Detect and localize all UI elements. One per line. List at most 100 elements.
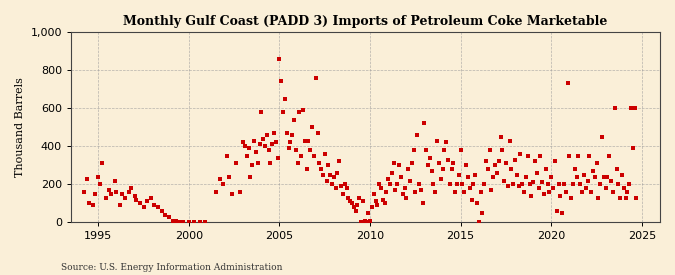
Point [306,125,317,129]
Point [258,136,269,141]
Point [602,175,613,179]
Point [388,161,399,166]
Point [350,209,361,213]
Point [541,167,551,171]
Point [472,201,483,206]
Point [221,153,232,158]
Point [325,173,335,177]
Point [124,190,134,194]
Point [317,173,328,177]
Y-axis label: Thousand Barrels: Thousand Barrels [15,77,25,177]
Point [111,190,122,194]
Point [256,110,267,114]
Point [109,178,120,183]
Point [484,148,495,152]
Point [483,167,493,171]
Point [134,201,145,206]
Point [277,110,288,114]
Point [414,182,425,186]
Point [327,182,338,186]
Point [553,182,564,186]
Point [558,182,569,186]
Point [518,190,529,194]
Point [446,167,457,171]
Point [174,220,185,225]
Point [392,182,403,186]
Point [587,169,598,173]
Point [303,138,314,143]
Point [628,146,639,150]
Point [93,175,104,179]
Point [200,220,211,225]
Point [381,190,392,194]
Point [116,192,127,196]
Point [462,175,473,179]
Point [334,159,345,164]
Point [549,159,560,164]
Point [372,203,383,207]
Point [464,186,475,190]
Point [142,199,153,204]
Point [517,182,528,186]
Point [163,214,174,219]
Point [338,192,348,196]
Point [608,190,618,194]
Point [290,148,301,152]
Point [223,175,234,179]
Point [396,175,406,179]
Point [425,155,435,160]
Point [245,175,256,179]
Point [310,75,321,80]
Point [283,146,294,150]
Point [479,182,489,186]
Point [481,159,491,164]
Point [457,182,468,186]
Point [466,197,477,202]
Point [364,218,375,223]
Point [616,173,627,177]
Point [495,134,506,139]
Point [562,81,573,86]
Point [354,196,364,200]
Point [247,163,258,167]
Point [319,152,330,156]
Point [443,157,454,162]
Point [539,192,549,196]
Point [530,159,541,164]
Point [252,161,263,166]
Point [374,182,385,186]
Point [260,144,271,148]
Point [510,157,520,162]
Point [363,211,374,215]
Point [631,196,642,200]
Point [271,140,281,145]
Point [454,173,464,177]
Point [386,171,397,175]
Point [189,220,200,225]
Point [289,117,300,122]
Point [473,220,484,225]
Point [528,180,539,185]
Point [513,184,524,188]
Point [461,163,472,167]
Point [298,108,308,112]
Point [427,169,437,173]
Point [575,182,586,186]
Point [300,138,310,143]
Point [428,182,439,186]
Point [576,190,587,194]
Point [78,190,89,194]
Point [564,153,575,158]
Point [254,142,265,147]
Point [535,153,546,158]
Point [448,161,459,166]
Point [345,199,356,204]
Point [358,199,369,204]
Point [578,173,589,177]
Point [468,182,479,186]
Point [167,218,178,223]
Point [404,178,415,183]
Point [157,209,167,213]
Point [566,196,576,200]
Point [105,192,116,196]
